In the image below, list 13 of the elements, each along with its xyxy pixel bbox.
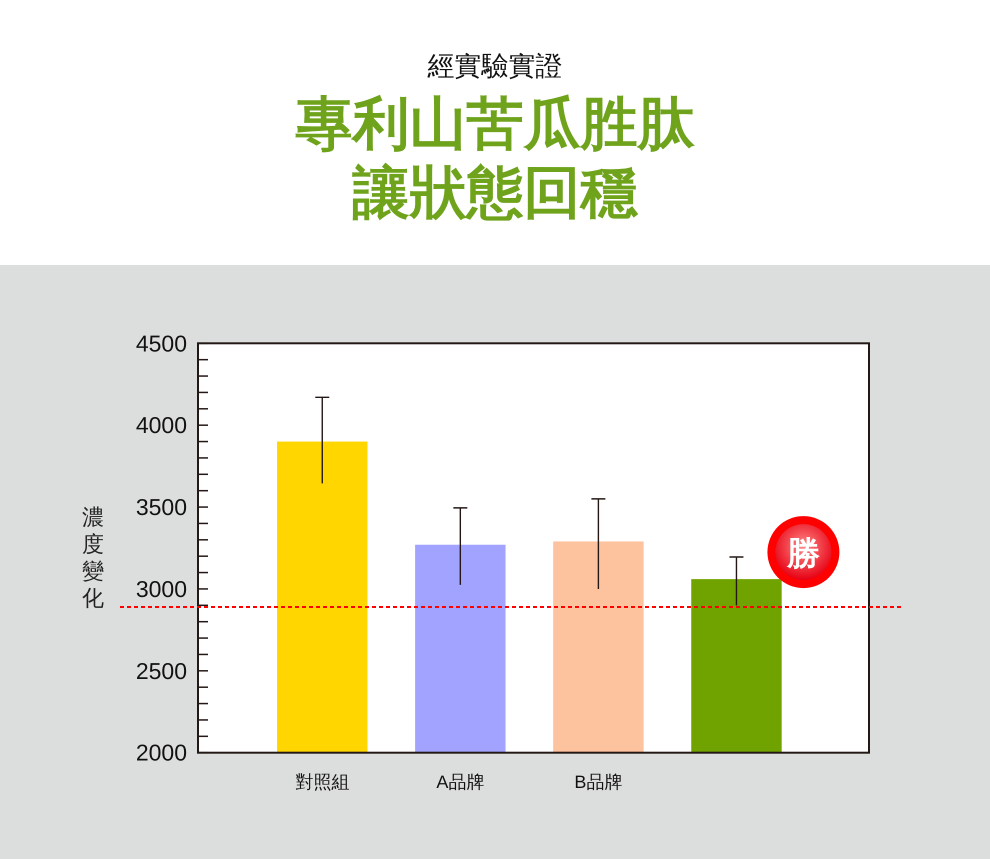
chart-title: 專利山苦瓜胜肽讓狀態回穩 [294,92,696,225]
y-tick-label: 4000 [136,412,187,438]
annotation: 勝 [786,534,820,572]
y-tick-label: 3000 [136,576,187,602]
y-axis-title: 濃度變化 [82,504,104,610]
y-tick-label: 3500 [136,494,187,520]
y-tick-label: 4500 [136,330,187,356]
y-tick-label: 2000 [136,740,187,766]
x-tick-label: 對照組 [295,772,350,792]
chart-subtitle: 經實驗實證 [426,51,562,81]
y-tick-label: 2500 [136,658,187,684]
x-tick-label: A品牌 [436,772,484,792]
x-tick-label: B品牌 [574,772,622,792]
